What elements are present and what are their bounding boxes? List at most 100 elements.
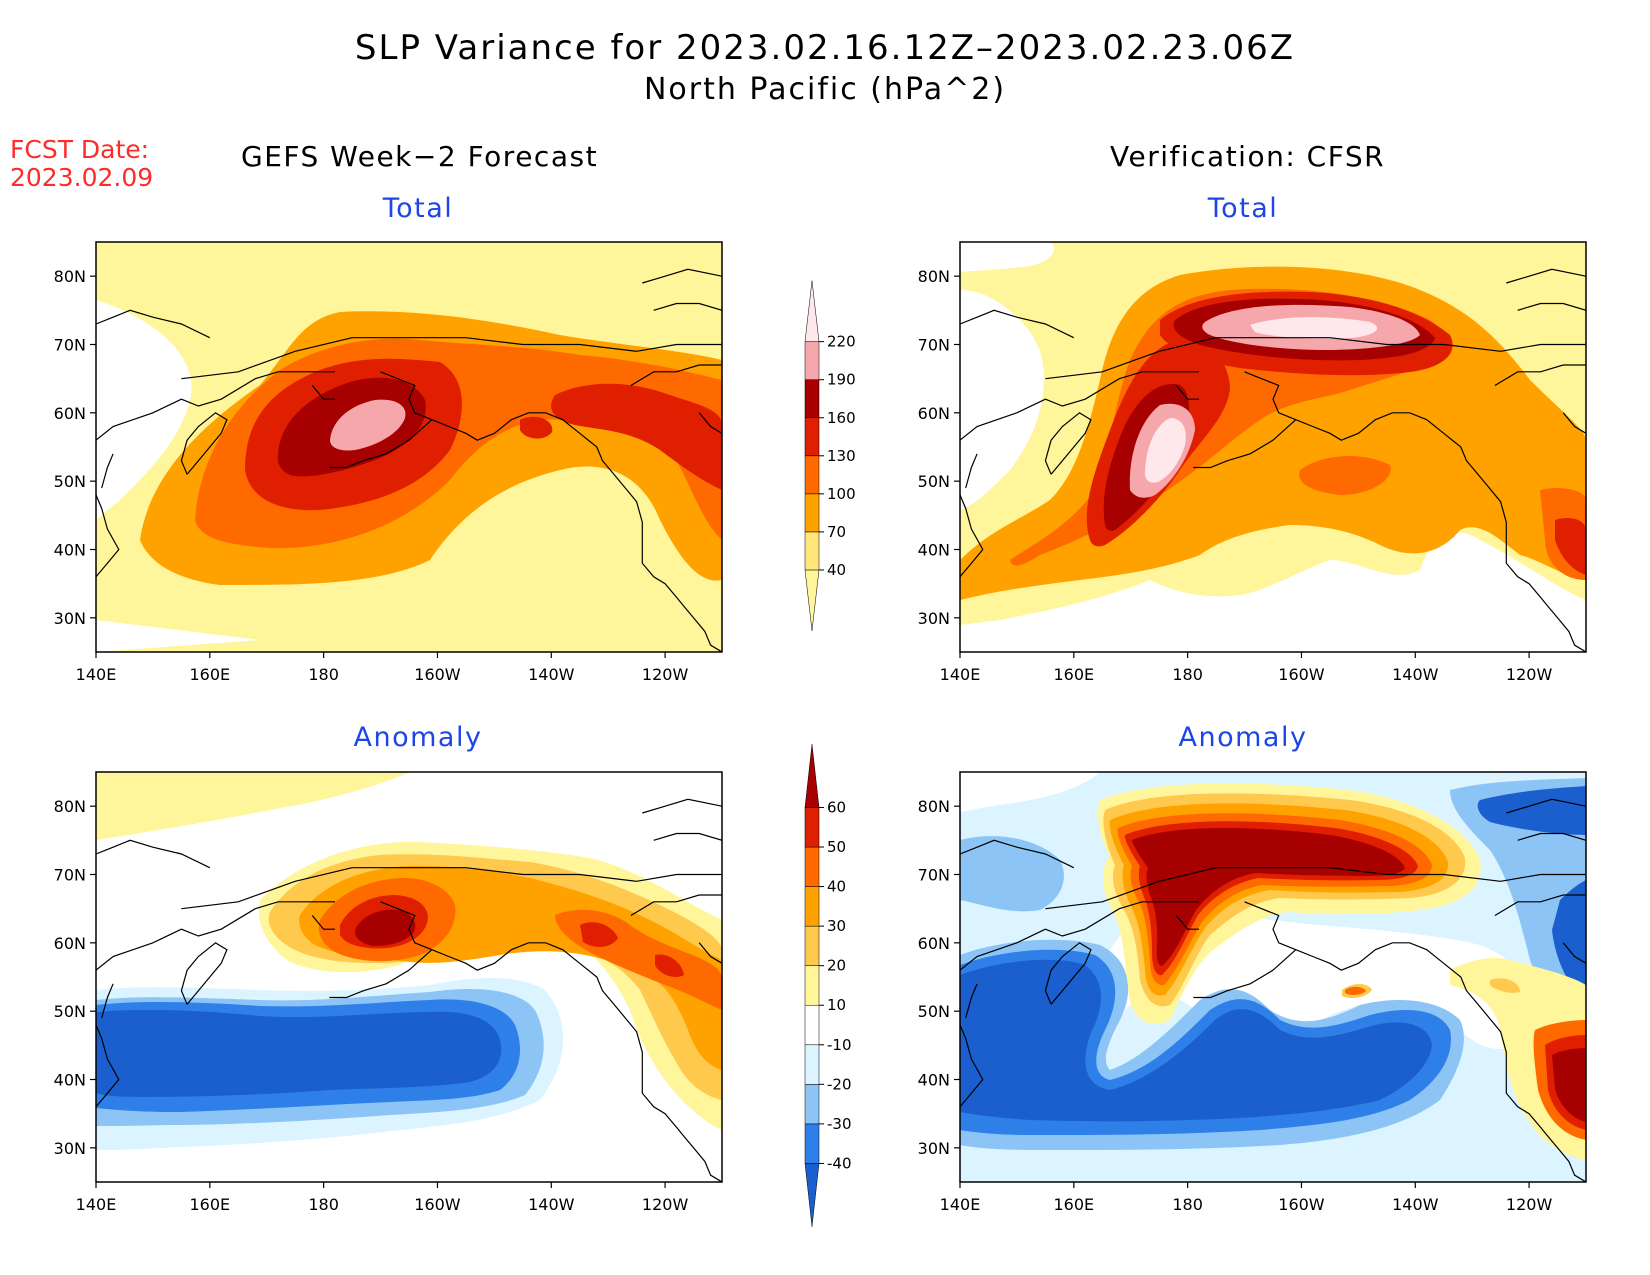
coastline — [642, 268, 722, 284]
coastlines-verification-anomaly — [960, 798, 1586, 1182]
lat-tick-label: 50N — [918, 472, 950, 491]
coastlines-verification-total — [960, 268, 1586, 652]
coastline — [965, 983, 978, 1019]
lat-tick-label: 30N — [54, 1139, 86, 1158]
colorbar-label: -10 — [827, 1036, 852, 1054]
coastline — [1044, 942, 1092, 1005]
coastline — [960, 309, 1075, 339]
colorbar-swatch — [804, 807, 820, 848]
coastline — [642, 798, 722, 814]
lon-tick-label: 160E — [189, 1195, 230, 1214]
coastline — [630, 894, 722, 917]
colorbar-swatch — [804, 744, 820, 808]
colorbar-label: 20 — [827, 957, 846, 975]
coastline — [1193, 419, 1297, 469]
colorbar-swatch — [804, 280, 820, 342]
variance-field-forecast-total — [96, 242, 722, 652]
lat-tick-label: 40N — [54, 1071, 86, 1090]
coastline-overlay — [96, 268, 1586, 1182]
colorbar-swatch — [804, 379, 820, 419]
coastline — [1494, 894, 1586, 917]
coastline — [96, 309, 211, 339]
coastline — [1175, 915, 1199, 930]
colorbar-swatch — [804, 531, 820, 571]
lon-tick-label: 160E — [1053, 665, 1094, 684]
lon-tick-label: 140E — [76, 1195, 117, 1214]
coastline — [96, 1024, 120, 1108]
lat-tick-label: 30N — [918, 1139, 950, 1158]
colorbar-label: 60 — [827, 798, 846, 816]
colorbar-label: 220 — [827, 333, 856, 351]
lat-tick-label: 80N — [918, 267, 950, 286]
lat-tick-label: 80N — [918, 797, 950, 816]
lat-tick-label: 40N — [918, 1071, 950, 1090]
colorbar-swatch — [804, 455, 820, 495]
coastline — [653, 832, 722, 841]
colorbar-swatch — [804, 1163, 820, 1227]
coastline — [101, 453, 114, 489]
coastline — [311, 385, 335, 400]
colorbar-swatch — [804, 1084, 820, 1125]
colorbar-label: 10 — [827, 996, 846, 1014]
lon-tick-label: 180 — [308, 1195, 339, 1214]
coastline — [101, 983, 114, 1019]
lon-tick-label: 140W — [528, 665, 575, 684]
coastline — [180, 942, 228, 1005]
lon-tick-label: 140E — [940, 1195, 981, 1214]
coastline — [960, 1024, 984, 1108]
map-panel-verification-total — [959, 241, 1587, 653]
lon-tick-label: 120W — [642, 1195, 689, 1214]
coastline — [311, 915, 335, 930]
colorbar-swatch — [804, 417, 820, 457]
anomaly-field-verification — [960, 772, 1586, 1182]
coastline — [698, 942, 722, 964]
column-title-forecast: GEFS Week−2 Forecast — [241, 140, 599, 173]
coastline — [180, 412, 228, 475]
colorbar-swatch — [804, 569, 820, 631]
colorbar-swatch — [804, 493, 820, 533]
lon-tick-label: 180 — [308, 665, 339, 684]
coastline — [1044, 412, 1092, 475]
lon-tick-label: 140W — [1392, 1195, 1439, 1214]
coastline — [96, 371, 335, 441]
coastline — [96, 839, 211, 869]
lat-tick-label: 70N — [54, 336, 86, 355]
colorbar-swatch — [804, 1123, 820, 1164]
anomaly-field-forecast — [96, 772, 722, 1150]
lon-tick-label: 140W — [1392, 665, 1439, 684]
lat-tick-label: 40N — [54, 541, 86, 560]
lon-tick-label: 140E — [940, 665, 981, 684]
coastline — [1562, 942, 1586, 964]
lon-tick-label: 160W — [1278, 1195, 1325, 1214]
lon-tick-label: 120W — [1506, 1195, 1553, 1214]
lon-tick-label: 160E — [1053, 1195, 1094, 1214]
lat-tick-label: 60N — [918, 404, 950, 423]
coastline — [1506, 268, 1586, 284]
lat-tick-label: 50N — [54, 1002, 86, 1021]
colorbar-label: -40 — [827, 1154, 852, 1172]
page-title: SLP Variance for 2023.02.16.12Z–2023.02.… — [354, 28, 1296, 68]
lon-tick-label: 120W — [1506, 665, 1553, 684]
coastline — [1175, 385, 1199, 400]
lat-tick-label: 50N — [54, 472, 86, 491]
map-panel-forecast-total — [95, 241, 723, 653]
coastline — [1045, 337, 1586, 380]
panel-title-verification-total: Total — [1207, 193, 1279, 224]
colorbar-label: -30 — [827, 1115, 852, 1133]
lat-tick-label: 60N — [54, 934, 86, 953]
coastline — [1517, 832, 1586, 841]
colorbar-label: 30 — [827, 917, 846, 935]
lat-tick-label: 40N — [918, 541, 950, 560]
colorbar-label: 40 — [827, 878, 846, 896]
colorbar-swatch — [804, 1004, 820, 1046]
colorbar-label: 70 — [827, 523, 846, 541]
colorbar-label: 160 — [827, 409, 856, 427]
colorbar-swatch — [804, 886, 820, 927]
coastline — [1494, 364, 1586, 387]
lat-tick-label: 60N — [54, 404, 86, 423]
colorbar-label: 40 — [827, 561, 846, 579]
colorbar-swatch — [804, 1044, 820, 1085]
coastline — [1517, 302, 1586, 311]
lat-tick-label: 70N — [918, 336, 950, 355]
